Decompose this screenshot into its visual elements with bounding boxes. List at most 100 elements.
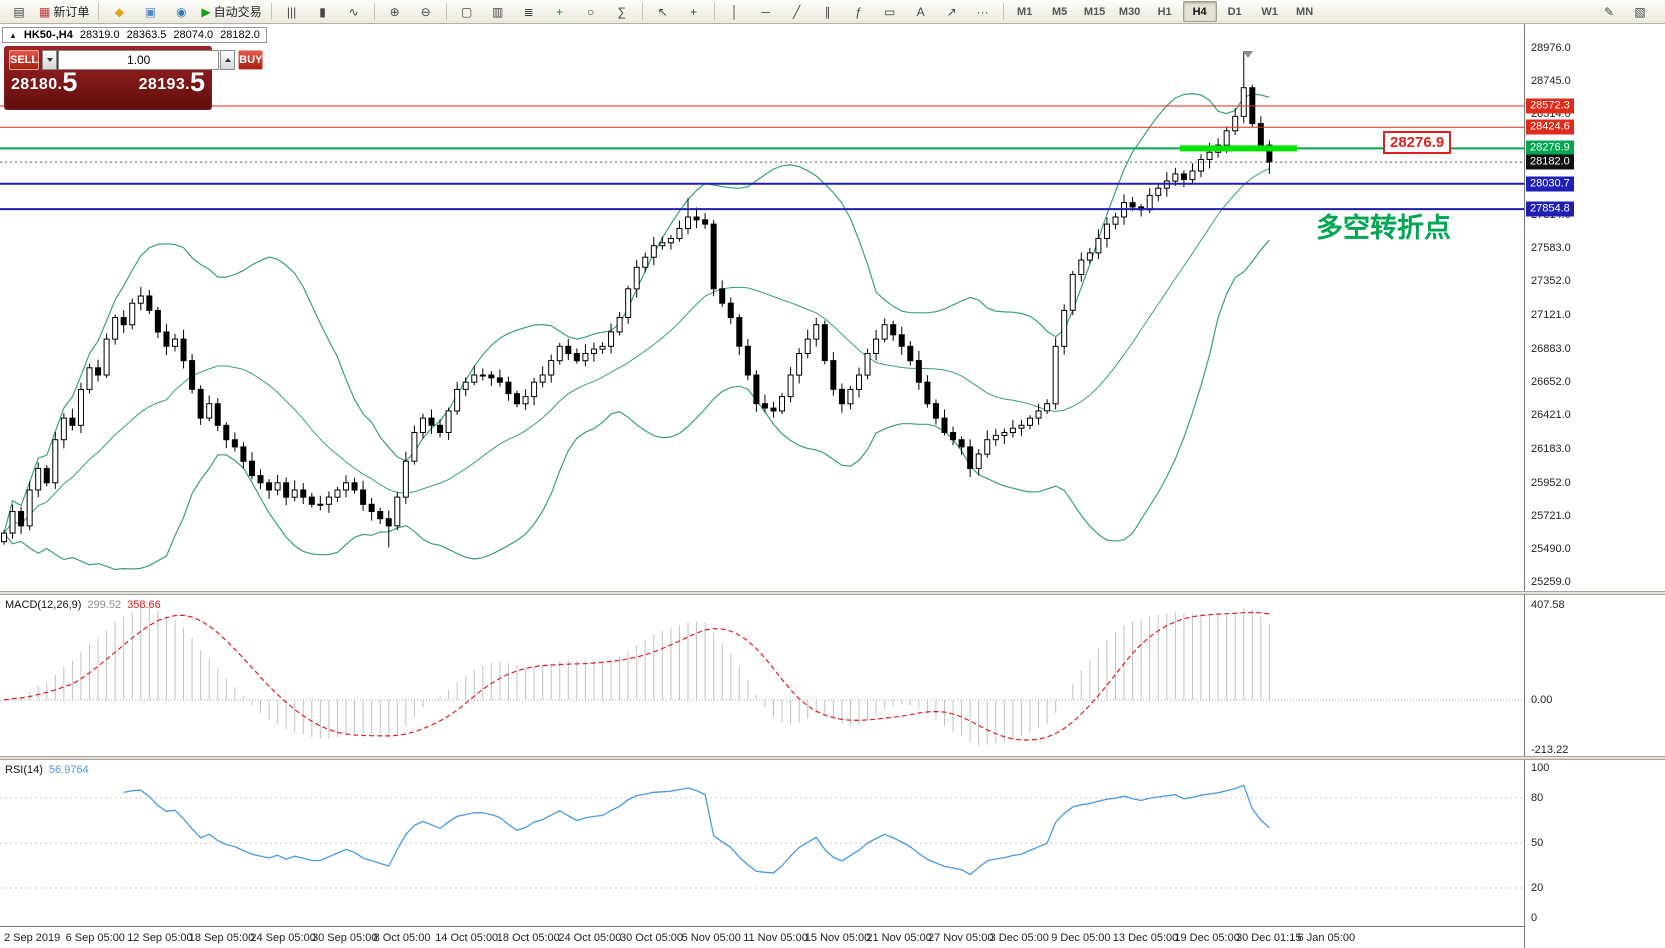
toolbar-separator (373, 3, 375, 20)
arrange-windows-icon: ≣ (523, 4, 534, 19)
tile-windows-icon: ▢ (460, 4, 473, 19)
axis-tick: 25490.0 (1531, 542, 1571, 555)
text-icon: A (916, 4, 925, 19)
timeframe-m5[interactable]: M5 (1051, 5, 1068, 18)
time-label: 24 Sep 05:00 (250, 932, 316, 944)
channel-icon[interactable]: ∥ (813, 1, 843, 23)
chart-window-icon[interactable]: ▤ (4, 1, 34, 23)
axis-tick: 26652.0 (1531, 375, 1571, 388)
new-order-button[interactable]: ▦ 新订单 (35, 1, 93, 23)
price-badge-28276.9: 28276.9 (1526, 140, 1574, 156)
axis-tick: 25721.0 (1531, 509, 1571, 522)
rsi-axis-label: 80 (1531, 792, 1544, 804)
price-badge-28424.6: 28424.6 (1526, 119, 1574, 135)
crosshair-icon[interactable]: + (679, 1, 709, 23)
profile-icon[interactable]: ▣ (135, 1, 165, 23)
toolbar-pages-icon[interactable]: ▧ (1625, 1, 1655, 23)
arrows-icon[interactable]: ↗ (937, 1, 967, 23)
line-chart-icon[interactable]: ∿ (339, 1, 369, 23)
price-badge-28182.0: 28182.0 (1526, 154, 1574, 170)
new-chart-icon[interactable]: + (545, 1, 575, 23)
timeframe-m1[interactable]: M1 (1016, 5, 1033, 18)
cursor-icon[interactable]: ↖ (648, 1, 678, 23)
macd-canvas[interactable] (0, 595, 1524, 756)
favorites-icon[interactable]: ◆ (104, 1, 134, 23)
toolbar-separator (98, 3, 100, 20)
text-icon[interactable]: A (906, 1, 936, 23)
period-icon[interactable]: ○ (576, 1, 606, 23)
zoom-in-icon[interactable]: ⊕ (380, 1, 410, 23)
fibonacci-icon[interactable]: ƒ (844, 1, 874, 23)
timeframe-buttons: M1 M5 M15 M30 H1 H4 D1 W1 MN (1008, 1, 1322, 22)
new-order-button-label: 新订单 (53, 5, 90, 19)
line-chart-icon: ∿ (348, 4, 359, 19)
triangle-down-icon (46, 58, 53, 62)
bid-price-main: 28180. (11, 75, 63, 93)
volume-stepper (42, 50, 236, 70)
toolbar-separator (641, 3, 643, 20)
shapes-icon[interactable]: ▭ (875, 1, 905, 23)
horizontal-line-icon[interactable]: ─ (751, 1, 781, 23)
profile-icon: ▣ (144, 4, 157, 19)
new-order-icon: ▦ (39, 4, 51, 19)
zoom-out-icon[interactable]: ⊖ (411, 1, 441, 23)
channel-icon: ∥ (824, 4, 831, 19)
bar-chart-icon[interactable]: ||| (277, 1, 307, 23)
zoom-in-icon: ⊕ (389, 4, 400, 19)
rsi-canvas[interactable] (0, 760, 1524, 926)
rsi-value: 56.9764 (48, 764, 89, 776)
toolbar-edit-icon[interactable]: ✎ (1594, 1, 1624, 23)
time-axis[interactable]: 2 Sep 2019 6 Sep 05:00 12 Sep 05:00 18 Sep … (0, 926, 1524, 948)
more-tools-icon[interactable]: ··· (968, 1, 998, 23)
timeframe-w1[interactable]: W1 (1261, 5, 1278, 18)
new-chart-icon: + (556, 4, 564, 19)
toolbar-separator (270, 3, 272, 20)
vertical-line-icon[interactable]: │ (720, 1, 750, 23)
price-level-label[interactable]: 28276.9 (1383, 131, 1452, 154)
timeframe-m15[interactable]: M15 (1083, 5, 1106, 18)
time-label: 30 Sep 05:00 (312, 932, 378, 944)
timeframe-d1[interactable]: D1 (1227, 5, 1242, 18)
buy-button[interactable]: BUY (238, 50, 264, 70)
rsi-window-splitter[interactable] (0, 756, 1665, 760)
favorites-icon: ◆ (114, 4, 124, 19)
candlestick-chart-icon[interactable]: ▮ (308, 1, 338, 23)
community-icon[interactable]: ◉ (166, 1, 196, 23)
time-label: 27 Nov 05:00 (928, 932, 994, 944)
main-chart-canvas[interactable] (0, 24, 1524, 591)
macd-window-splitter[interactable] (0, 591, 1665, 595)
indicators-icon[interactable]: ∑ (607, 1, 637, 23)
candlestick-marker-icon: ▲ (9, 30, 17, 40)
timeframe-h4[interactable]: H4 (1182, 1, 1217, 22)
rsi-axis-label: 100 (1531, 762, 1550, 774)
tile-windows-icon[interactable]: ▢ (452, 1, 482, 23)
price-badge-27854.8: 27854.8 (1526, 201, 1574, 217)
axis-tick: 28976.0 (1531, 42, 1571, 54)
chart-window-icon: ▤ (13, 4, 25, 19)
ohlc-close: 28182.0 (220, 29, 260, 41)
volume-down-button[interactable] (42, 50, 58, 70)
timeframe-m30[interactable]: M30 (1118, 5, 1141, 18)
sell-button[interactable]: SELL (9, 50, 40, 70)
chart-annotation-text[interactable]: 多空转折点 (1316, 213, 1451, 243)
volume-input[interactable] (58, 50, 220, 70)
trendline-icon[interactable]: ╱ (782, 1, 812, 23)
time-label: 5 Nov 05:00 (681, 932, 741, 944)
autotrade-button[interactable]: ▶ 自动交易 (197, 1, 265, 23)
timeframe-h1[interactable]: H1 (1157, 5, 1172, 18)
time-label: 30 Oct 05:00 (620, 932, 683, 944)
symbol-tab[interactable]: ▲ HK50-,H4 28319.0 28363.5 28074.0 28182… (2, 27, 267, 43)
axis-tick: 26421.0 (1531, 409, 1571, 422)
timeframe-mn[interactable]: MN (1296, 5, 1314, 18)
time-label: 11 Nov 05:00 (743, 932, 808, 944)
arrange-windows-icon[interactable]: ≣ (514, 1, 544, 23)
volume-up-button[interactable] (220, 50, 236, 70)
axis-tick: 25952.0 (1531, 476, 1571, 489)
triangle-up-icon (224, 58, 231, 62)
time-label: 3 Dec 05:00 (989, 932, 1049, 944)
price-axis[interactable]: 28976.028745.028514.027814.027583.027352… (1524, 24, 1665, 948)
cursor-icon: ↖ (657, 4, 668, 19)
cascade-windows-icon[interactable]: ▥ (483, 1, 513, 23)
toolbar: ▤ ▦ 新订单 ◆ ▣ ◉ ▶ 自动交易 ||| ▮ ∿ ⊕ ⊖ ▢ ▥ ≣ + ○ ∑ ↖ + │ ─ ╱ ∥ ƒ ▭ A ↗ ··· … (0, 0, 1665, 24)
